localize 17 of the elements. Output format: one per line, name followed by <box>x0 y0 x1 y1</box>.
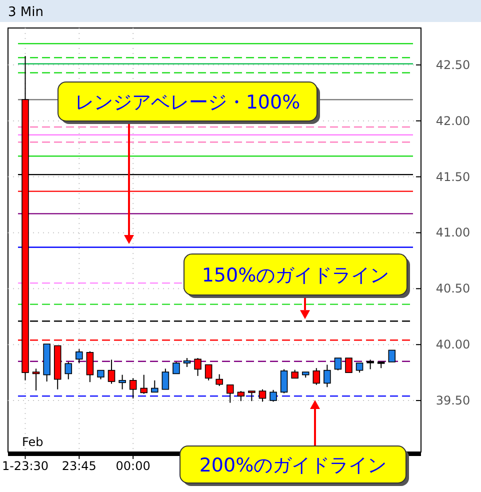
title: 3 Min <box>8 5 44 20</box>
callout: 200%のガイドライン <box>180 400 409 486</box>
y-tick-label: 39.50 <box>436 394 470 408</box>
y-tick-label: 42.00 <box>436 114 470 128</box>
x-tick-label: 23:45 <box>62 459 96 473</box>
annotation: 150%のガイドライン <box>202 264 390 286</box>
y-tick-label: 42.50 <box>436 58 470 72</box>
annotation: レンジアベレージ・100% <box>74 92 300 114</box>
callout: レンジアベレージ・100% <box>58 82 320 244</box>
annotation: Feb <box>22 435 44 449</box>
y-tick-label: 41.50 <box>436 170 470 184</box>
x-tick-label: 00:00 <box>116 459 150 473</box>
x-tick-label: 1-23:30 <box>2 459 49 473</box>
y-tick-label: 40.00 <box>436 338 470 352</box>
callout: 150%のガイドライン <box>184 254 410 320</box>
y-tick-label: 40.50 <box>436 282 470 296</box>
y-tick-label: 41.00 <box>436 226 470 240</box>
